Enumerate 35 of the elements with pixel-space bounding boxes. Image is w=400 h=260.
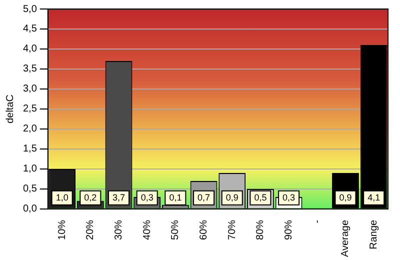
- data-label: 0,9: [339, 192, 352, 202]
- y-tick-label: 0,5: [22, 184, 38, 195]
- data-label: 0,3: [140, 192, 154, 202]
- y-tick-label: 2,5: [22, 104, 38, 115]
- data-label: 3,7: [112, 192, 126, 202]
- data-label: 1,0: [56, 192, 68, 202]
- data-label: 0,2: [84, 192, 97, 202]
- y-tick-label: 0,0: [22, 204, 38, 215]
- y-axis-title: deltaC: [4, 94, 16, 124]
- x-tick-label: 50%: [170, 220, 182, 240]
- x-tick-label: 20%: [85, 220, 96, 240]
- data-label: 0,5: [254, 192, 267, 202]
- x-tick-label: 10%: [56, 220, 68, 240]
- x-tick-label: 90%: [284, 220, 295, 240]
- x-tick-label: Average: [340, 220, 352, 258]
- y-tick-label: 1,5: [22, 144, 38, 155]
- y-tick-label: 4,5: [22, 24, 38, 35]
- x-tick-label: 40%: [142, 220, 153, 240]
- y-tick-label: 2,0: [22, 124, 38, 135]
- y-tick-label: 4,0: [22, 44, 38, 55]
- y-tick-label: 3,0: [22, 84, 38, 95]
- y-tick-label: 5,0: [22, 4, 38, 15]
- data-label: 0,3: [282, 192, 296, 202]
- data-label: 4,1: [368, 192, 380, 202]
- data-label: 0,7: [198, 192, 210, 202]
- x-tick-label: 70%: [226, 220, 238, 240]
- x-tick-label: -: [312, 220, 323, 224]
- x-tick-label: 80%: [255, 220, 266, 240]
- x-tick-label: Range: [368, 219, 380, 250]
- x-tick-label: 60%: [198, 220, 210, 240]
- data-label: 0,9: [226, 192, 238, 202]
- y-tick-label: 3,5: [22, 64, 38, 75]
- y-tick-label: 1,0: [22, 164, 38, 175]
- x-tick-label: 30%: [114, 220, 125, 240]
- data-label: 0,1: [169, 192, 182, 202]
